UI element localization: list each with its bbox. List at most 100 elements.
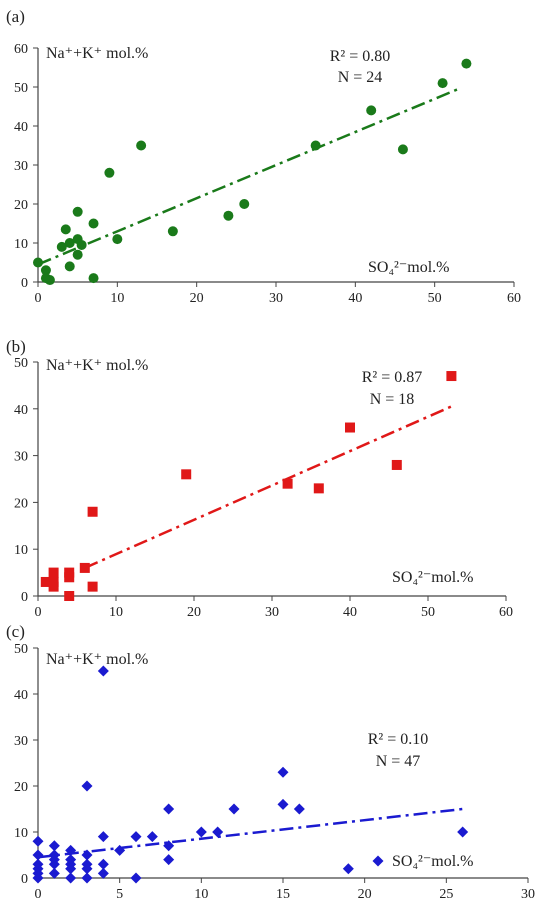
data-point: [167, 226, 178, 237]
y-tick-label: 60: [14, 42, 28, 57]
data-point: [277, 766, 289, 778]
x-tick-label: 0: [35, 605, 42, 620]
data-point: [40, 265, 51, 276]
data-point: [461, 58, 472, 69]
sample-count-label: N = 47: [376, 753, 421, 770]
data-point: [40, 576, 51, 587]
trend-line: [37, 87, 459, 266]
data-point: [56, 241, 67, 252]
data-point: [457, 826, 469, 838]
x-tick-label: 10: [110, 291, 124, 306]
data-point: [342, 863, 354, 875]
chart-panel-c: (c) 0 5 10 15 20 25 30 0 10 20 30 40 50 Na⁺+K⁺ mol.% SO…: [6, 622, 535, 902]
x-tick-label: 10: [194, 887, 208, 902]
y-tick-label: 50: [14, 356, 28, 371]
data-point: [391, 459, 402, 470]
data-point: [228, 803, 240, 815]
data-point: [163, 840, 175, 852]
data-point: [76, 239, 87, 250]
x-tick-label: 25: [439, 887, 453, 902]
data-point: [181, 469, 192, 480]
x-tick-label: 60: [499, 605, 513, 620]
data-point: [97, 858, 109, 870]
data-point: [313, 483, 324, 494]
y-axis-title: Na⁺+K⁺ mol.%: [46, 45, 148, 62]
data-point: [277, 798, 289, 810]
chart-panel-b: (b) 0 10 20 30 40 50 60 0 10 20 30 40 50 Na⁺+K⁺ mol.% S…: [6, 337, 513, 620]
data-point: [163, 854, 175, 866]
data-point: [32, 849, 44, 861]
x-axis-title: SO₄²⁻mol.%: [392, 569, 474, 586]
r-squared-label: R² = 0.80: [330, 48, 391, 65]
y-tick-label: 30: [14, 450, 28, 465]
data-point: [310, 140, 321, 151]
y-tick-label: 40: [14, 120, 28, 135]
data-point: [345, 422, 355, 433]
y-tick-label: 0: [21, 276, 28, 291]
y-tick-label: 0: [21, 590, 28, 605]
data-point: [33, 257, 43, 268]
data-point: [397, 144, 408, 155]
data-point: [64, 572, 75, 583]
data-point: [282, 478, 293, 489]
panel-label: (c): [6, 622, 25, 641]
data-point: [97, 867, 109, 879]
data-point: [239, 199, 250, 209]
y-axis-title: Na⁺+K⁺ mol.%: [46, 651, 148, 668]
x-tick-label: 0: [35, 291, 42, 306]
y-tick-label: 30: [14, 159, 28, 174]
panel-label: (a): [6, 7, 25, 26]
data-point: [79, 562, 90, 573]
r-squared-label: R² = 0.10: [368, 731, 429, 748]
trend-line: [37, 807, 463, 859]
r-squared-label: R² = 0.87: [362, 369, 423, 386]
x-tick-label: 50: [421, 605, 435, 620]
x-tick-label: 0: [35, 887, 42, 902]
data-point: [195, 826, 207, 838]
data-point: [44, 275, 55, 286]
x-tick-label: 40: [348, 291, 362, 306]
data-point: [223, 210, 234, 221]
y-tick-label: 20: [14, 780, 28, 795]
data-point: [72, 206, 83, 217]
data-point: [64, 238, 75, 248]
x-tick-label: 5: [116, 887, 123, 902]
data-point: [81, 872, 93, 884]
y-tick-label: 30: [14, 734, 28, 749]
data-point: [32, 872, 44, 884]
x-tick-label: 20: [358, 887, 372, 902]
y-tick-label: 40: [14, 688, 28, 703]
data-point: [293, 803, 305, 815]
data-point: [87, 506, 98, 517]
data-point: [163, 803, 175, 815]
data-point: [81, 849, 93, 861]
data-point: [104, 167, 115, 178]
data-point: [48, 858, 60, 870]
x-tick-label: 20: [190, 291, 204, 306]
data-point: [48, 567, 59, 578]
data-point: [136, 140, 147, 151]
x-tick-label: 15: [276, 887, 290, 902]
x-tick-label: 30: [521, 887, 535, 902]
data-point: [437, 78, 448, 89]
data-point: [72, 249, 83, 260]
data-point: [65, 872, 77, 884]
y-tick-label: 10: [14, 826, 28, 841]
y-tick-label: 10: [14, 237, 28, 252]
y-tick-label: 20: [14, 198, 28, 213]
x-tick-label: 10: [109, 605, 123, 620]
data-point: [112, 234, 123, 245]
data-point: [97, 831, 109, 843]
chart-panel-a: (a) 0 10 20 30 40 50 60 0 10 20 30 40 50 60 Na⁺+K⁺ mol.…: [6, 7, 521, 306]
data-point: [114, 844, 126, 856]
data-point: [60, 224, 71, 235]
x-tick-label: 60: [507, 291, 521, 306]
data-point: [65, 863, 77, 875]
trend-line: [84, 405, 452, 570]
y-tick-label: 50: [14, 642, 28, 657]
data-point: [130, 872, 142, 884]
data-point: [48, 867, 60, 879]
sample-count-label: N = 18: [370, 391, 415, 408]
x-axis-title: SO₄²⁻mol.%: [368, 259, 450, 276]
